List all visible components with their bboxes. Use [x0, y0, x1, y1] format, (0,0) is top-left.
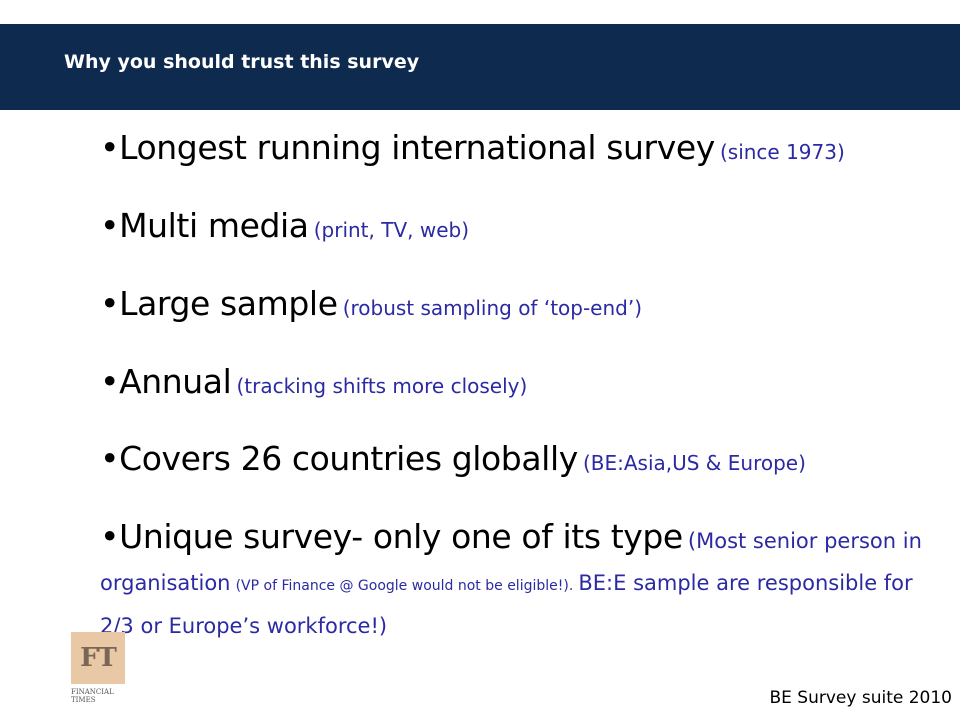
bullet-item: •Longest running international survey (s… — [100, 128, 845, 167]
bullet-note: (robust sampling of ‘top-end’) — [342, 296, 643, 320]
bullet-marker: • — [100, 128, 120, 167]
bullet-main-text: Large sample — [119, 284, 338, 323]
bullet-marker: • — [100, 206, 120, 245]
bullet-note: BE:E sample are responsible for 2/3 or E… — [100, 571, 913, 638]
bullet-item: •Annual (tracking shifts more closely) — [100, 362, 527, 401]
header-bar — [0, 24, 960, 110]
bullet-note: (tracking shifts more closely) — [236, 374, 528, 398]
bullet-main-text: Multi media — [119, 206, 309, 245]
bullet-marker: • — [100, 362, 120, 401]
ft-logo-caption: FINANCIAL TIMES — [71, 688, 114, 704]
footer-text: BE Survey suite 2010 — [769, 688, 953, 708]
bullet-item: •Large sample (robust sampling of ‘top-e… — [100, 284, 642, 323]
bullet-main-text: Longest running international survey — [119, 128, 715, 167]
bullet-note: (BE:Asia,US & Europe) — [582, 451, 806, 475]
bullet-item: •Unique survey- only one of its type (Mo… — [100, 517, 930, 648]
bullet-main-text: Covers 26 countries globally — [119, 439, 578, 478]
ft-logo: FT — [71, 632, 125, 684]
bullet-marker: • — [100, 439, 120, 478]
bullet-item: •Covers 26 countries globally (BE:Asia,U… — [100, 439, 806, 478]
bullet-item: •Multi media (print, TV, web) — [100, 206, 469, 245]
bullet-marker: • — [100, 517, 120, 556]
bullet-note: (since 1973) — [719, 140, 845, 164]
bullet-small-note: (VP of Finance @ Google would not be eli… — [235, 578, 574, 594]
bullet-note: (print, TV, web) — [313, 218, 470, 242]
ft-logo-text: FT — [80, 643, 117, 673]
bullet-marker: • — [100, 284, 120, 323]
bullet-main-text: Unique survey- only one of its type — [119, 517, 683, 556]
slide-title: Why you should trust this survey — [64, 51, 420, 73]
bullet-note: (Most senior person in organisation — [100, 529, 922, 595]
bullet-main-text: Annual — [119, 362, 232, 401]
